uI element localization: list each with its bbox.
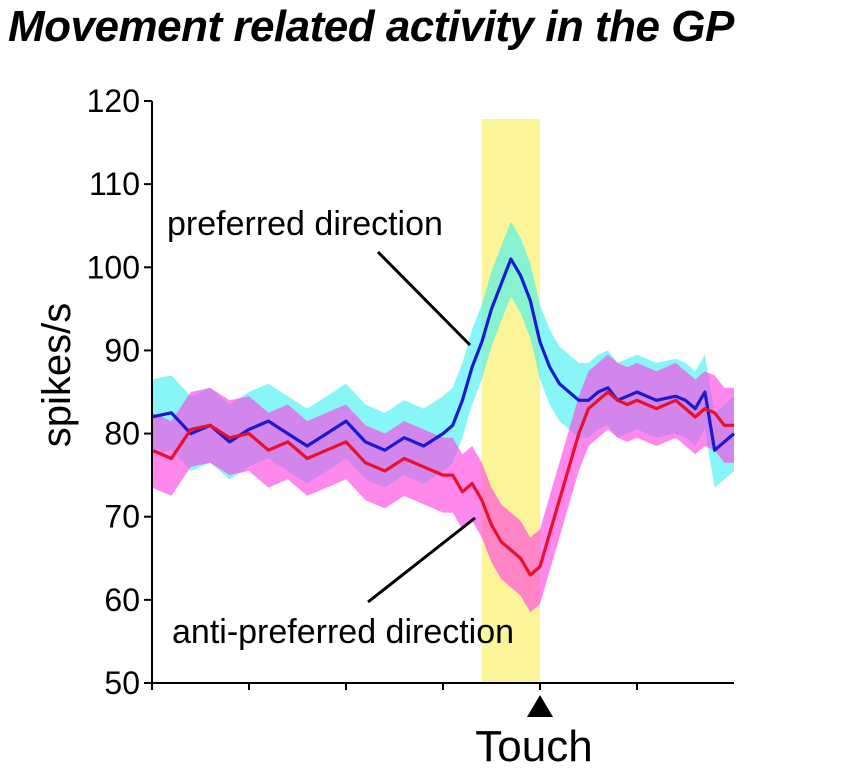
annotation-preferred: preferred direction xyxy=(167,205,443,243)
band-anti-preferred xyxy=(152,354,734,613)
y-tick-label: 80 xyxy=(104,416,140,452)
annotation-leader-anti-preferred xyxy=(367,516,476,604)
line-preferred xyxy=(151,257,736,452)
y-axis-label: spikes/s xyxy=(35,303,79,448)
y-tick-label: 110 xyxy=(89,166,140,202)
y-tick-label: 90 xyxy=(104,332,140,368)
y-tick-label: 50 xyxy=(104,665,140,701)
y-tick-label: 120 xyxy=(87,83,140,119)
y-tick-label: 100 xyxy=(87,249,140,285)
y-tick-label: 70 xyxy=(104,499,140,535)
annotation-anti-preferred: anti-preferred direction xyxy=(172,613,514,651)
touch-label: Touch xyxy=(475,722,592,771)
touch-marker xyxy=(527,695,553,717)
chart-title: Movement related activity in the GP xyxy=(8,2,734,51)
line-anti-preferred xyxy=(151,390,734,577)
y-tick-label: 60 xyxy=(104,582,140,618)
annotation-leader-preferred xyxy=(376,250,472,347)
